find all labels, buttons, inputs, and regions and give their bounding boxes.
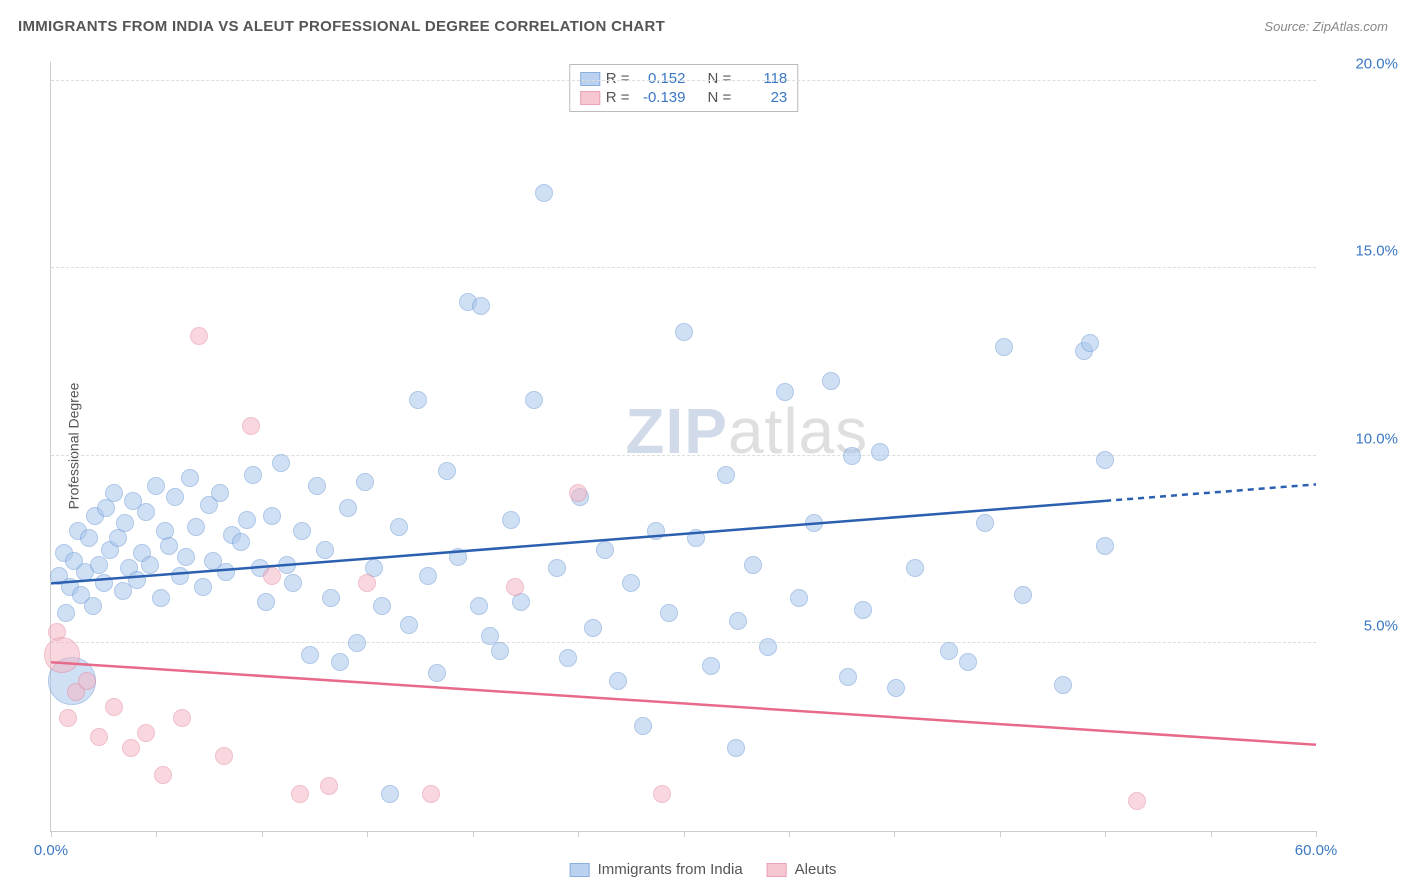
legend-item-aleuts: Aleuts (767, 861, 837, 878)
x-tick-mark (1211, 831, 1212, 837)
x-tick-label: 60.0% (1295, 842, 1338, 859)
legend-swatch-india-icon (570, 863, 590, 877)
trend-line-aleuts (51, 62, 1316, 831)
x-tick-mark (51, 831, 52, 837)
title-bar: IMMIGRANTS FROM INDIA VS ALEUT PROFESSIO… (18, 18, 1388, 35)
source-label: Source: (1264, 19, 1309, 34)
x-tick-mark (262, 831, 263, 837)
source-attribution: Source: ZipAtlas.com (1264, 19, 1388, 34)
x-tick-mark (1000, 831, 1001, 837)
y-tick-label: 10.0% (1326, 430, 1398, 447)
y-tick-label: 20.0% (1326, 55, 1398, 72)
source-name: ZipAtlas.com (1313, 19, 1388, 34)
x-tick-mark (367, 831, 368, 837)
x-tick-mark (1105, 831, 1106, 837)
x-tick-mark (789, 831, 790, 837)
legend-swatch-aleuts-icon (767, 863, 787, 877)
x-tick-mark (1316, 831, 1317, 837)
plot-area: ZIPatlas R = 0.152 N = 118 R = -0.139 N … (50, 62, 1316, 832)
x-tick-mark (684, 831, 685, 837)
chart-title: IMMIGRANTS FROM INDIA VS ALEUT PROFESSIO… (18, 18, 665, 35)
legend-label-india: Immigrants from India (598, 861, 743, 878)
y-tick-label: 5.0% (1326, 618, 1398, 635)
legend-item-india: Immigrants from India (570, 861, 743, 878)
series-legend: Immigrants from India Aleuts (570, 861, 837, 878)
legend-label-aleuts: Aleuts (795, 861, 837, 878)
x-tick-mark (156, 831, 157, 837)
x-tick-mark (473, 831, 474, 837)
x-tick-mark (894, 831, 895, 837)
y-tick-label: 15.0% (1326, 243, 1398, 260)
x-tick-label: 0.0% (34, 842, 68, 859)
x-tick-mark (578, 831, 579, 837)
